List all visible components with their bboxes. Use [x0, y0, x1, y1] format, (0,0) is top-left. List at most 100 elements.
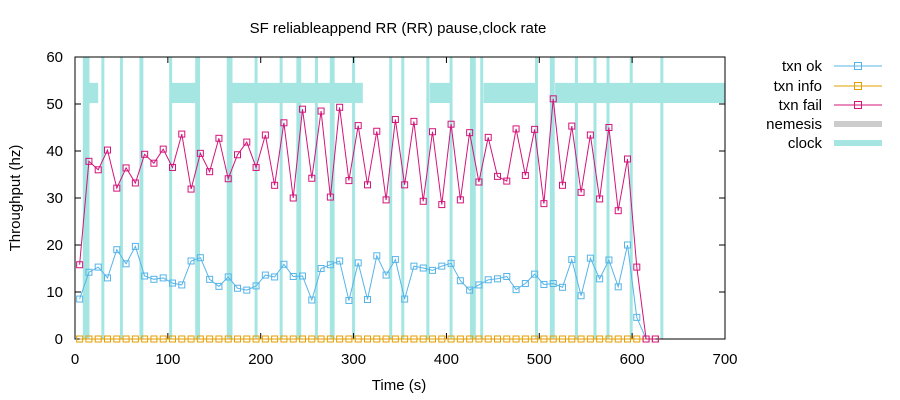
x-tick-label-3: 300	[341, 351, 366, 368]
point-txn-ok-9	[159, 274, 167, 282]
point-txn-info-24	[299, 335, 306, 343]
point-txn-info-50	[540, 335, 548, 343]
point-txn-fail-2	[94, 166, 102, 174]
point-txn-fail-23	[289, 194, 297, 202]
point-txn-fail-52	[559, 181, 566, 189]
point-txn-fail-54	[577, 188, 585, 196]
clock-event-12	[254, 57, 258, 339]
point-txn-fail-43	[475, 178, 483, 186]
legend-label-txn-ok: txn ok	[782, 58, 823, 75]
point-txn-info-17	[234, 335, 241, 343]
clock-event-22	[426, 57, 430, 339]
legend-item-txn-fail[interactable]: txn fail	[779, 97, 882, 114]
point-txn-ok-52	[559, 283, 566, 291]
point-txn-info-43	[475, 335, 483, 343]
point-txn-info-48	[521, 335, 529, 343]
point-txn-info-20	[261, 335, 269, 343]
point-txn-info-22	[280, 335, 288, 343]
point-txn-ok-29	[345, 296, 353, 304]
point-txn-fail-48	[521, 171, 529, 179]
point-txn-info-60	[633, 335, 641, 343]
point-txn-info-15	[215, 335, 223, 343]
point-txn-ok-47	[512, 286, 520, 294]
point-txn-fail-12	[187, 185, 195, 193]
point-txn-info-54	[577, 335, 585, 343]
point-txn-ok-24	[299, 272, 306, 280]
point-txn-ok-7	[141, 272, 149, 280]
x-tick-label-7: 700	[712, 351, 737, 368]
point-txn-fail-6	[131, 179, 139, 187]
clock-event-15	[298, 57, 302, 339]
point-txn-info-39	[438, 335, 446, 343]
point-txn-ok-50	[540, 280, 548, 288]
legend-marker-txn-info	[854, 82, 862, 90]
point-txn-ok-53	[568, 256, 576, 264]
clock-event-0	[82, 57, 86, 339]
point-txn-ok-55	[586, 254, 594, 262]
point-txn-fail-5	[122, 164, 130, 172]
point-txn-fail-57	[605, 124, 613, 131]
point-txn-ok-31	[364, 296, 371, 304]
point-txn-info-0	[76, 335, 84, 343]
point-txn-ok-10	[169, 279, 176, 287]
point-txn-info-58	[614, 335, 622, 343]
clock-event-34	[660, 57, 664, 339]
legend-item-txn-ok[interactable]: txn ok	[782, 58, 882, 75]
point-txn-fail-42	[466, 129, 474, 137]
point-txn-fail-32	[373, 127, 381, 135]
point-txn-info-4	[113, 335, 121, 343]
point-txn-fail-44	[484, 133, 492, 141]
clock-event-11	[229, 57, 233, 339]
point-txn-info-47	[512, 335, 520, 343]
point-txn-fail-40	[447, 120, 455, 128]
clock-event-layer	[82, 57, 664, 339]
legend-label-txn-fail: txn fail	[779, 97, 822, 114]
point-txn-info-21	[271, 335, 279, 343]
point-txn-info-59	[624, 335, 631, 343]
point-txn-fail-51	[549, 95, 557, 103]
point-txn-info-19	[252, 335, 260, 343]
point-txn-ok-2	[94, 263, 102, 271]
point-txn-ok-13	[196, 254, 204, 262]
point-txn-info-5	[122, 335, 130, 343]
point-txn-info-55	[586, 335, 594, 343]
x-tick-label-5: 500	[527, 351, 552, 368]
point-txn-ok-33	[382, 271, 390, 279]
point-txn-ok-8	[150, 275, 158, 283]
clock-event-3	[101, 57, 105, 339]
point-txn-fail-62	[651, 335, 659, 343]
point-txn-info-6	[131, 335, 139, 343]
clock-event-21	[401, 57, 405, 339]
point-txn-fail-28	[336, 103, 344, 111]
y-tick-label-1: 10	[46, 284, 63, 301]
point-txn-fail-9	[159, 145, 167, 153]
point-txn-ok-57	[605, 256, 613, 264]
point-txn-fail-30	[354, 122, 362, 130]
x-axis-title: Time (s)	[372, 377, 426, 394]
point-txn-fail-24	[299, 105, 306, 113]
clock-band-1	[170, 82, 196, 104]
point-txn-info-1	[85, 335, 93, 343]
legend-item-nemesis[interactable]: nemesis	[766, 116, 882, 133]
point-txn-fail-15	[215, 134, 223, 142]
legend-item-txn-info[interactable]: txn info	[774, 78, 882, 95]
point-txn-fail-17	[234, 151, 241, 159]
point-txn-ok-5	[122, 260, 130, 268]
legend-item-clock[interactable]: clock	[788, 135, 882, 152]
point-txn-fail-25	[308, 174, 316, 182]
clock-event-1	[84, 57, 88, 339]
point-txn-ok-35	[401, 295, 409, 303]
series-txn-fail	[76, 95, 659, 343]
point-txn-info-29	[345, 335, 353, 343]
point-txn-info-10	[169, 335, 176, 343]
point-txn-fail-4	[113, 184, 121, 192]
point-txn-info-2	[94, 335, 102, 343]
point-txn-fail-11	[178, 130, 186, 138]
point-txn-fail-58	[614, 207, 622, 215]
point-txn-info-30	[354, 335, 362, 343]
point-txn-info-44	[484, 335, 492, 343]
clock-event-13	[279, 57, 283, 339]
point-txn-info-38	[429, 335, 436, 343]
point-txn-ok-26	[317, 265, 325, 272]
legend-marker-txn-fail	[854, 101, 862, 109]
